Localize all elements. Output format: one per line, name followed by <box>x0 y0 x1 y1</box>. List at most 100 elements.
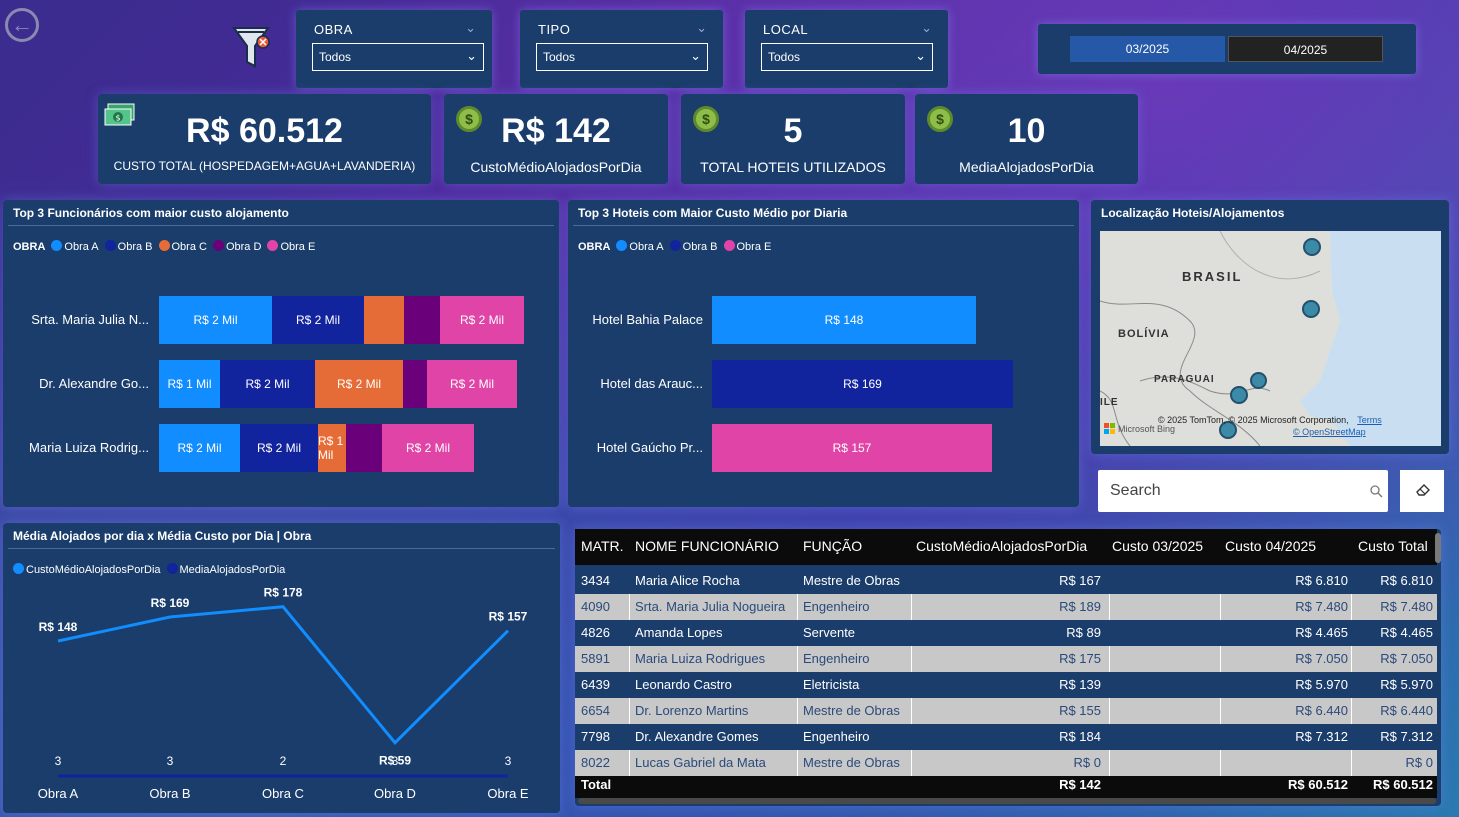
map-marker[interactable] <box>1302 300 1320 318</box>
bar-segment[interactable]: R$ 2 Mil <box>440 296 524 344</box>
obra-dropdown-value: Todos <box>319 50 352 64</box>
col-header[interactable]: Custo 03/2025 <box>1112 538 1204 554</box>
chevron-down-icon[interactable]: ⌄ <box>696 20 707 35</box>
end-date[interactable]: 04/2025 <box>1228 36 1383 62</box>
total-cell: R$ 142 <box>1059 777 1101 792</box>
chevron-down-icon: ⌄ <box>690 48 701 63</box>
bar-segment[interactable]: R$ 2 Mil <box>272 296 364 344</box>
local-dropdown[interactable]: Todos ⌄ <box>761 43 933 71</box>
table-cell: R$ 7.480 <box>1295 599 1348 614</box>
bar-segment[interactable]: R$ 2 Mil <box>315 360 403 408</box>
table-row[interactable]: 4826 Amanda Lopes Servente R$ 89 R$ 4.465 R$ … <box>575 620 1437 646</box>
x-tick-label: Obra B <box>149 786 190 801</box>
data-label: 2 <box>280 754 287 768</box>
bar-segment[interactable]: R$ 2 Mil <box>382 424 474 472</box>
kpi-custo-total: $ R$ 60.512 CUSTO TOTAL (HOSPEDAGEM+AGUA… <box>98 94 431 184</box>
eraser-button[interactable] <box>1400 470 1444 512</box>
map-marker[interactable] <box>1219 421 1237 439</box>
chevron-down-icon[interactable]: ⌄ <box>465 20 476 35</box>
col-header[interactable]: Custo Total <box>1358 538 1428 554</box>
map-label-paraguai: PARAGUAI <box>1154 374 1215 385</box>
bar-segment[interactable] <box>346 424 382 472</box>
bar-segment[interactable]: R$ 2 Mil <box>427 360 517 408</box>
map-marker[interactable] <box>1250 372 1267 389</box>
table-total-row: Total R$ 142 R$ 60.512 R$ 60.512 <box>575 772 1437 798</box>
kpi-label: CUSTO TOTAL (HOSPEDAGEM+AGUA+LAVANDERIA) <box>113 159 416 173</box>
table-cell: 7798 <box>581 729 610 744</box>
bar-segment[interactable]: R$ 2 Mil <box>159 296 272 344</box>
map-view[interactable]: BRASIL BOLÍVIA PARAGUAI ILE Microsoft Bi… <box>1100 231 1441 446</box>
map-marker[interactable] <box>1230 386 1248 404</box>
bar-segment[interactable] <box>364 296 404 344</box>
table-cell: R$ 7.050 <box>1295 651 1348 666</box>
horizontal-scrollbar[interactable] <box>578 798 1436 804</box>
line-chart-panel: Média Alojados por dia x Média Custo por… <box>3 523 560 813</box>
vertical-scrollbar[interactable] <box>1435 533 1441 563</box>
table-cell: Mestre de Obras <box>803 755 900 770</box>
chevron-down-icon[interactable]: ⌄ <box>921 20 932 35</box>
kpi-value: 10 <box>1007 112 1046 150</box>
bar-category-label: Hotel das Arauc... <box>600 376 703 391</box>
top-hoteis-panel: Top 3 Hoteis com Maior Custo Médio por D… <box>568 200 1079 507</box>
table-cell: R$ 6.440 <box>1380 703 1433 718</box>
table-cell: 3434 <box>581 573 610 588</box>
bar-segment[interactable]: R$ 2 Mil <box>240 424 318 472</box>
bar-segment[interactable]: R$ 1 Mil <box>318 424 346 472</box>
col-header[interactable]: Custo 04/2025 <box>1225 538 1317 554</box>
coin-icon: $ <box>927 106 953 132</box>
bar-segment[interactable]: R$ 1 Mil <box>159 360 220 408</box>
bar[interactable]: R$ 169 <box>712 360 1013 408</box>
panel-title: Top 3 Hoteis com Maior Custo Médio por D… <box>578 206 848 220</box>
kpi-label: TOTAL HOTEIS UTILIZADOS <box>700 159 886 175</box>
terms-link[interactable]: Terms <box>1357 415 1382 425</box>
tipo-dropdown[interactable]: Todos ⌄ <box>536 43 708 71</box>
obra-dropdown[interactable]: Todos ⌄ <box>312 43 484 71</box>
col-header[interactable]: FUNÇÃO <box>803 538 863 554</box>
table-cell: R$ 4.465 <box>1380 625 1433 640</box>
x-tick-label: Obra C <box>262 786 304 801</box>
table-row[interactable]: 3434 Maria Alice Rocha Mestre de Obras R$ 1… <box>575 568 1437 594</box>
clear-filters-icon[interactable] <box>230 24 276 74</box>
table-cell: R$ 184 <box>1059 729 1101 744</box>
table-cell: 6654 <box>581 703 610 718</box>
bar[interactable]: R$ 157 <box>712 424 992 472</box>
start-date[interactable]: 03/2025 <box>1070 36 1225 62</box>
search-input[interactable]: Search <box>1098 470 1388 512</box>
col-header[interactable]: NOME FUNCIONÁRIO <box>635 538 779 554</box>
bar-segment[interactable] <box>404 296 440 344</box>
table-row[interactable]: 8022 Lucas Gabriel da Mata Mestre de Obras… <box>575 750 1437 776</box>
table-cell: R$ 5.970 <box>1295 677 1348 692</box>
col-header[interactable]: MATR. <box>581 538 624 554</box>
bar[interactable]: R$ 148 <box>712 296 976 344</box>
table-cell: 4826 <box>581 625 610 640</box>
kpi-custo-medio: $ R$ 142 CustoMédioAlojadosPorDia <box>444 94 668 184</box>
tipo-dropdown-value: Todos <box>543 50 576 64</box>
map-label-bolivia: BOLÍVIA <box>1118 328 1170 340</box>
bar-segment[interactable]: R$ 2 Mil <box>159 424 240 472</box>
table-cell: Maria Alice Rocha <box>635 573 740 588</box>
table-row[interactable]: 6439 Leonardo Castro Eletricista R$ 139 R$ 5… <box>575 672 1437 698</box>
back-button[interactable]: ← <box>5 8 39 42</box>
table-row[interactable]: 4090 Srta. Maria Julia Nogueira Engenheiro… <box>575 594 1437 620</box>
map-label-chile: ILE <box>1100 397 1119 408</box>
map-marker[interactable] <box>1303 238 1321 256</box>
table-cell: R$ 7.312 <box>1295 729 1348 744</box>
local-slicer[interactable]: LOCAL ⌄ Todos ⌄ <box>745 10 948 88</box>
table-cell: 6439 <box>581 677 610 692</box>
obra-slicer[interactable]: OBRA ⌄ Todos ⌄ <box>296 10 492 88</box>
chevron-down-icon: ⌄ <box>466 48 477 63</box>
chart-legend: OBRA Obra A Obra B Obra E <box>578 240 771 253</box>
osm-link[interactable]: © OpenStreetMap <box>1293 427 1366 437</box>
search-icon[interactable] <box>1370 485 1383 498</box>
table-row[interactable]: 6654 Dr. Lorenzo Martins Mestre de Obras R$… <box>575 698 1437 724</box>
legend-item: Obra B <box>104 240 153 253</box>
tipo-slicer[interactable]: TIPO ⌄ Todos ⌄ <box>520 10 723 88</box>
table-cell: Dr. Lorenzo Martins <box>635 703 749 718</box>
table-row[interactable]: 7798 Dr. Alexandre Gomes Engenheiro R$ 184 R… <box>575 724 1437 750</box>
col-header[interactable]: CustoMédioAlojadosPorDia <box>916 538 1088 554</box>
bar-segment[interactable] <box>403 360 427 408</box>
legend-item: Obra E <box>723 240 771 253</box>
table-row[interactable]: 5891 Maria Luiza Rodrigues Engenheiro R$ 17… <box>575 646 1437 672</box>
date-range-slicer: 03/2025 04/2025 <box>1038 24 1416 74</box>
bar-segment[interactable]: R$ 2 Mil <box>220 360 315 408</box>
